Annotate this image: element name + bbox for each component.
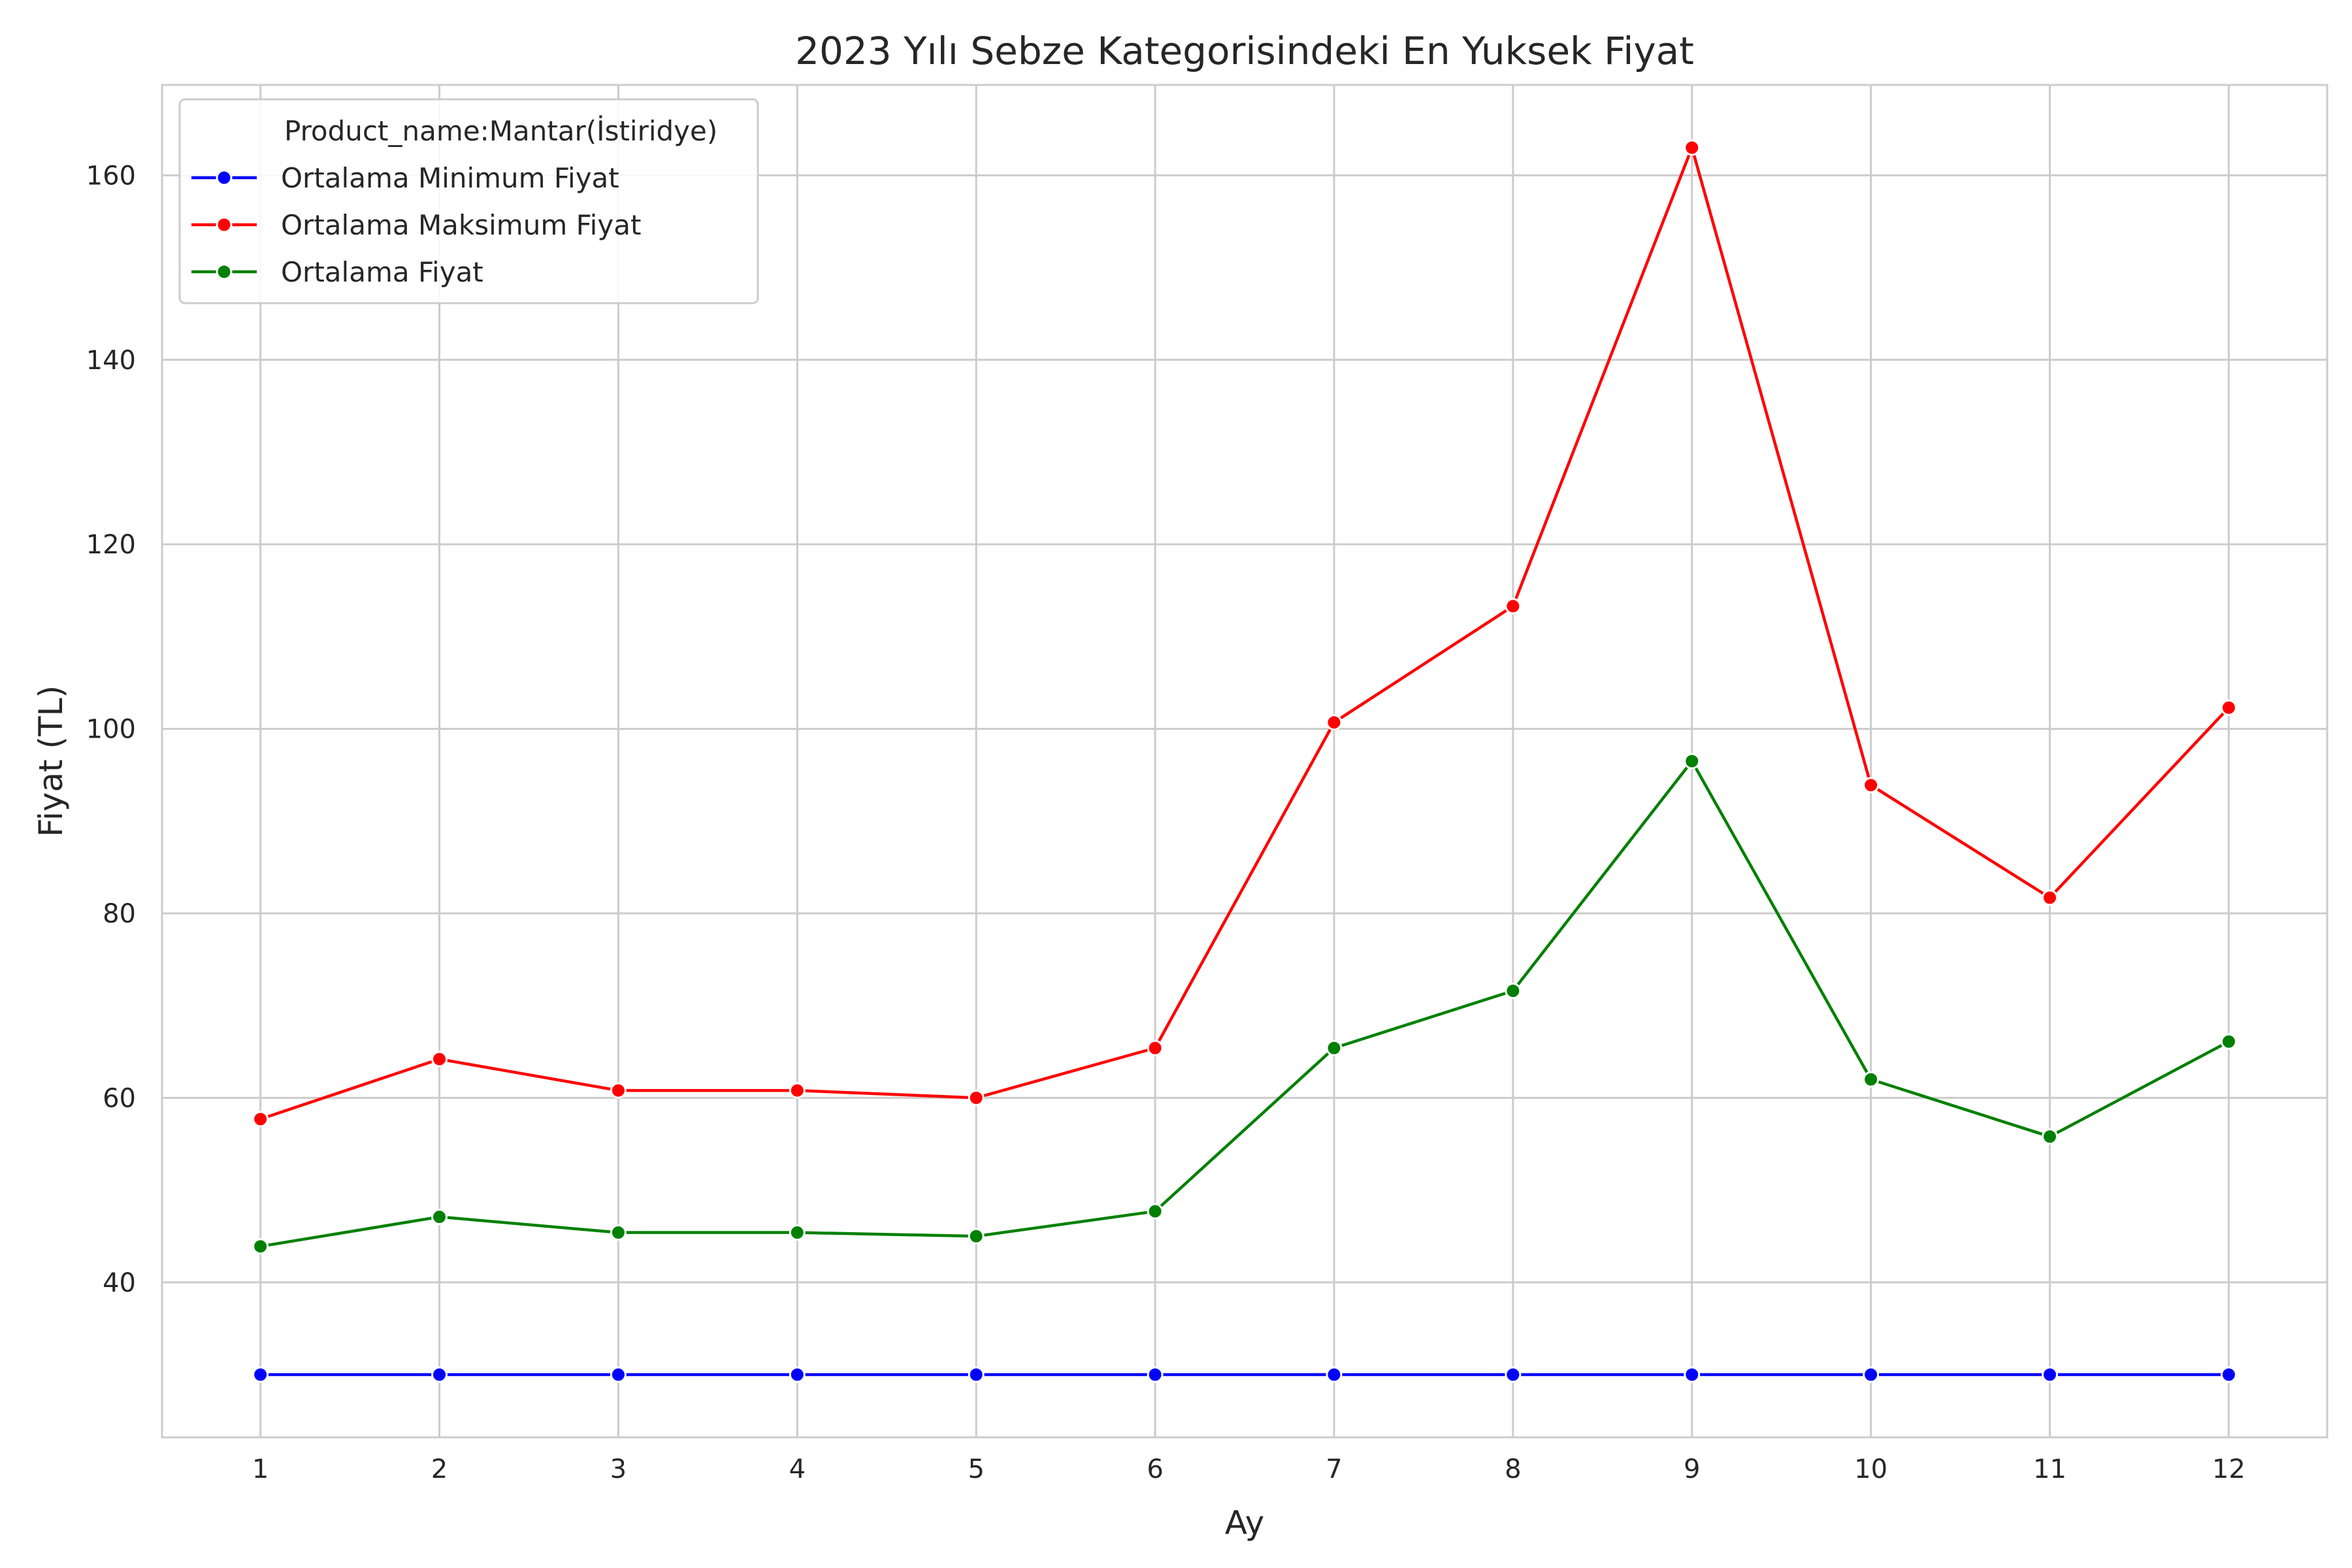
- plot-frame: [161, 84, 2328, 1439]
- data-point: [789, 1224, 806, 1241]
- series-3: [252, 753, 2237, 1255]
- grid: [162, 85, 2327, 1437]
- y-tick-label: 140: [86, 346, 136, 376]
- data-point: [610, 1082, 627, 1099]
- legend-label: Ortalama Minimum Fiyat: [281, 162, 619, 194]
- data-point: [1147, 1203, 1164, 1220]
- x-tick-label: 5: [968, 1454, 984, 1484]
- legend: Product_name:Mantar(İstiridye) Ortalama …: [178, 98, 759, 304]
- chart-title: 2023 Yılı Sebze Kategorisindeki En Yukse…: [795, 29, 1694, 73]
- data-point: [1684, 139, 1701, 156]
- x-tick-label: 11: [2033, 1454, 2066, 1484]
- data-point: [610, 1224, 627, 1241]
- series-line: [260, 759, 2230, 1248]
- data-point: [968, 1366, 985, 1383]
- legend-items: Ortalama Minimum Fiyat Ortalama Maksimum …: [191, 162, 641, 288]
- x-tick-label: 7: [1326, 1454, 1342, 1484]
- data-point: [252, 1238, 269, 1255]
- data-point: [789, 1082, 806, 1099]
- data-point: [1863, 777, 1880, 794]
- legend-box: [178, 98, 759, 304]
- data-point: [1326, 1039, 1343, 1056]
- y-tick-label: 100: [86, 715, 136, 745]
- x-axis-label: Ay: [1225, 1504, 1264, 1542]
- y-tick-label: 80: [103, 899, 136, 929]
- data-point: [1505, 598, 1522, 615]
- x-tick-label: 2: [431, 1454, 448, 1484]
- data-point: [1684, 1366, 1701, 1383]
- legend-label: Ortalama Fiyat: [281, 256, 483, 288]
- data-point: [1505, 983, 1522, 1000]
- data-point: [789, 1366, 806, 1383]
- legend-marker: [216, 216, 233, 233]
- x-tick-label: 6: [1147, 1454, 1163, 1484]
- y-tick-label: 40: [103, 1268, 136, 1298]
- data-point: [2041, 889, 2058, 906]
- legend-item: Ortalama Fiyat: [191, 256, 483, 288]
- legend-title: Product_name:Mantar(İstiridye): [284, 114, 717, 147]
- data-point: [252, 1111, 269, 1128]
- data-point: [431, 1051, 448, 1068]
- data-point: [431, 1209, 448, 1226]
- legend-item: Ortalama Maksimum Fiyat: [191, 209, 641, 241]
- x-tick-label: 1: [252, 1454, 269, 1484]
- data-point: [1505, 1366, 1522, 1383]
- data-point: [2220, 1366, 2237, 1383]
- data-point: [2041, 1128, 2058, 1145]
- series-line: [259, 146, 2230, 1120]
- y-axis-label: Fiyat (TL): [32, 685, 70, 837]
- x-tick-label: 8: [1505, 1454, 1521, 1484]
- data-point: [1326, 1366, 1343, 1383]
- legend-label: Ortalama Maksimum Fiyat: [281, 209, 641, 241]
- data-point: [1147, 1366, 1164, 1383]
- legend-item: Ortalama Minimum Fiyat: [191, 162, 619, 194]
- data-point: [968, 1228, 985, 1245]
- data-point: [2041, 1366, 2058, 1383]
- data-point: [2220, 699, 2237, 716]
- data-point: [968, 1089, 985, 1106]
- y-tick-label: 120: [86, 530, 136, 560]
- data-point: [1147, 1039, 1164, 1056]
- series-1: [252, 1366, 2237, 1383]
- data-point: [1326, 714, 1343, 731]
- data-point: [1863, 1071, 1880, 1088]
- x-tick-label: 3: [610, 1454, 627, 1484]
- legend-marker: [216, 169, 233, 186]
- x-tick-label: 9: [1684, 1454, 1700, 1484]
- y-tick-label: 160: [86, 161, 136, 191]
- x-tick-label: 10: [1854, 1454, 1887, 1484]
- data-point: [2220, 1033, 2237, 1050]
- series-layer: [252, 139, 2237, 1383]
- data-point: [610, 1366, 627, 1383]
- series-2: [252, 139, 2237, 1128]
- data-point: [431, 1366, 448, 1383]
- legend-marker: [216, 263, 233, 280]
- data-point: [1684, 753, 1701, 770]
- data-point: [1863, 1366, 1880, 1383]
- data-point: [252, 1366, 269, 1383]
- x-tick-label: 12: [2212, 1454, 2246, 1484]
- x-tick-label: 4: [789, 1454, 806, 1484]
- y-tick-label: 60: [103, 1083, 136, 1113]
